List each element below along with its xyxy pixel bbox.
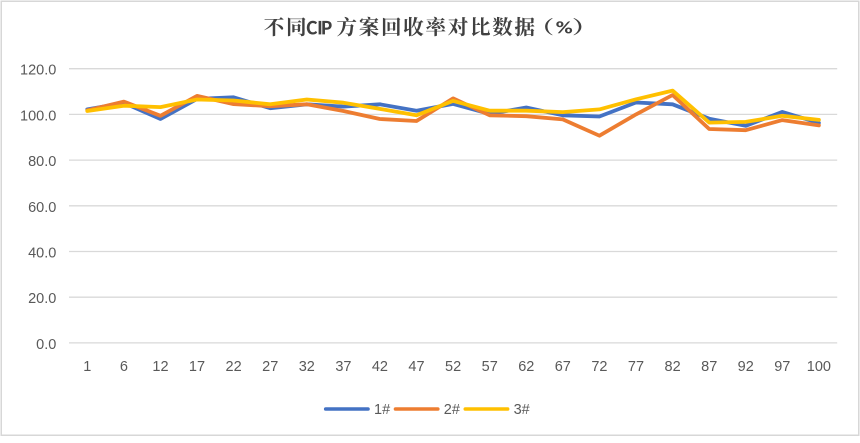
svg-text:67: 67 — [555, 359, 571, 375]
svg-text:0.0: 0.0 — [36, 337, 56, 353]
svg-text:42: 42 — [372, 359, 388, 375]
svg-text:27: 27 — [262, 359, 278, 375]
svg-text:12: 12 — [152, 359, 168, 375]
svg-text:3#: 3# — [514, 402, 530, 418]
svg-text:17: 17 — [189, 359, 205, 375]
svg-text:82: 82 — [665, 359, 681, 375]
svg-text:37: 37 — [335, 359, 351, 375]
svg-text:97: 97 — [774, 359, 790, 375]
svg-text:6: 6 — [120, 359, 128, 375]
svg-text:1: 1 — [83, 359, 91, 375]
svg-text:100: 100 — [807, 359, 831, 375]
svg-text:77: 77 — [628, 359, 644, 375]
svg-text:60.0: 60.0 — [28, 200, 56, 216]
svg-text:92: 92 — [738, 359, 754, 375]
svg-text:52: 52 — [445, 359, 461, 375]
svg-text:22: 22 — [226, 359, 242, 375]
svg-text:20.0: 20.0 — [28, 291, 56, 307]
svg-text:57: 57 — [482, 359, 498, 375]
svg-text:100.0: 100.0 — [20, 108, 56, 124]
svg-text:62: 62 — [518, 359, 534, 375]
svg-text:1#: 1# — [374, 402, 390, 418]
svg-text:47: 47 — [408, 359, 424, 375]
svg-text:40.0: 40.0 — [28, 246, 56, 262]
svg-text:80.0: 80.0 — [28, 154, 56, 170]
svg-text:120.0: 120.0 — [20, 63, 56, 79]
svg-text:2#: 2# — [444, 402, 460, 418]
svg-text:72: 72 — [591, 359, 607, 375]
svg-text:32: 32 — [299, 359, 315, 375]
svg-text:87: 87 — [701, 359, 717, 375]
